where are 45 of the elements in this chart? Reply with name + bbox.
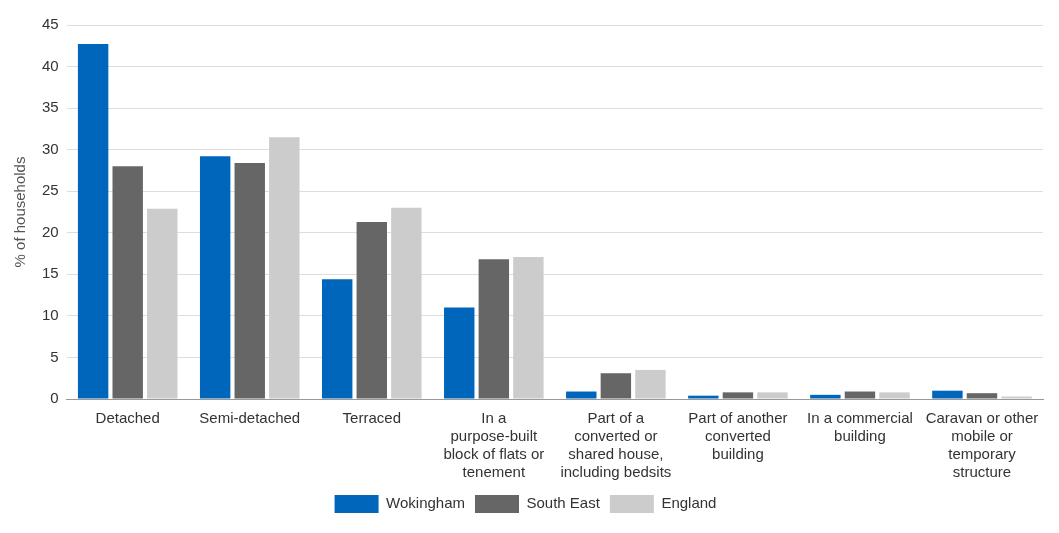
bar bbox=[566, 391, 597, 399]
bar bbox=[688, 395, 719, 399]
y-tick-label: 35 bbox=[42, 98, 59, 116]
bar bbox=[932, 390, 963, 399]
bar bbox=[77, 44, 109, 399]
legend-label: England bbox=[661, 494, 717, 512]
bar bbox=[879, 392, 910, 399]
y-tick-label: 40 bbox=[42, 56, 59, 74]
bar bbox=[810, 394, 841, 399]
y-tick-label: 10 bbox=[42, 306, 59, 324]
legend-label: Wokingham bbox=[386, 494, 466, 512]
bar bbox=[199, 156, 231, 399]
x-tick-label: Semi-detached bbox=[199, 409, 301, 427]
bar bbox=[844, 391, 876, 399]
y-tick-label: 25 bbox=[42, 181, 59, 199]
bar bbox=[112, 166, 143, 399]
x-tick-label: Caravan or other mobile or temporary structure bbox=[925, 409, 1039, 481]
bar bbox=[391, 207, 422, 399]
bar bbox=[600, 373, 632, 399]
bar bbox=[722, 392, 754, 399]
bar bbox=[147, 208, 178, 399]
x-tick-label: Detached bbox=[95, 409, 160, 427]
x-tick-label: In a commercial building bbox=[807, 409, 913, 445]
bar bbox=[234, 162, 265, 399]
bar bbox=[478, 259, 510, 399]
y-tick-label: 45 bbox=[42, 15, 59, 33]
bar bbox=[635, 369, 666, 399]
bar bbox=[321, 279, 353, 399]
x-tick-label: In a purpose-built block of flats or tenement bbox=[443, 409, 545, 481]
bar bbox=[269, 137, 300, 399]
y-tick-label: 5 bbox=[50, 347, 59, 365]
legend-label: South East bbox=[526, 494, 601, 512]
y-tick-label: 15 bbox=[42, 264, 59, 282]
x-tick-label: Part of a converted or shared house, including bedsits bbox=[560, 409, 672, 481]
y-axis-title: % of households bbox=[11, 156, 29, 268]
bar bbox=[444, 307, 475, 399]
x-tick-label: Part of another converted building bbox=[688, 409, 788, 463]
bar bbox=[513, 256, 544, 399]
bar bbox=[757, 392, 788, 399]
bar bbox=[966, 393, 998, 399]
x-tick-label: Terraced bbox=[342, 409, 401, 427]
y-tick-label: 30 bbox=[42, 139, 59, 157]
y-tick-label: 0 bbox=[50, 389, 59, 407]
bar bbox=[356, 221, 387, 399]
y-tick-label: 20 bbox=[42, 222, 59, 240]
